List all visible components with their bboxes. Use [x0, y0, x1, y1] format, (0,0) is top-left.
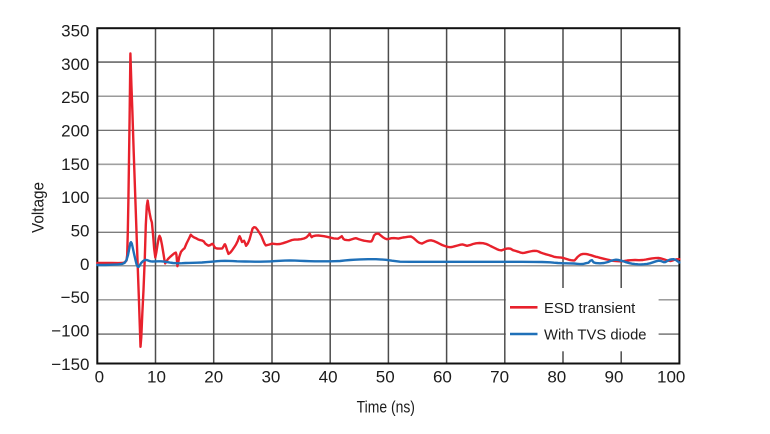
- svg-text:90: 90: [605, 368, 624, 387]
- svg-text:80: 80: [547, 368, 566, 387]
- svg-text:0: 0: [80, 255, 89, 274]
- svg-text:40: 40: [319, 368, 338, 387]
- svg-text:With TVS diode: With TVS diode: [544, 328, 647, 344]
- svg-text:200: 200: [61, 122, 89, 141]
- svg-text:100: 100: [657, 368, 685, 387]
- svg-text:300: 300: [61, 55, 89, 74]
- svg-text:−50: −50: [61, 288, 90, 307]
- svg-text:30: 30: [261, 368, 280, 387]
- svg-text:70: 70: [490, 368, 509, 387]
- svg-text:150: 150: [61, 155, 89, 174]
- svg-text:60: 60: [433, 368, 452, 387]
- svg-text:ESD transient: ESD transient: [544, 301, 635, 317]
- svg-text:−100: −100: [51, 322, 89, 341]
- svg-text:100: 100: [61, 188, 89, 207]
- svg-text:20: 20: [204, 368, 223, 387]
- svg-text:10: 10: [147, 368, 166, 387]
- svg-text:250: 250: [61, 88, 89, 107]
- svg-text:50: 50: [71, 222, 90, 241]
- svg-text:50: 50: [376, 368, 395, 387]
- svg-text:−150: −150: [51, 355, 89, 374]
- svg-text:Time (ns): Time (ns): [357, 398, 415, 417]
- svg-text:0: 0: [95, 368, 104, 387]
- svg-text:Voltage: Voltage: [29, 182, 48, 233]
- svg-text:350: 350: [61, 22, 89, 41]
